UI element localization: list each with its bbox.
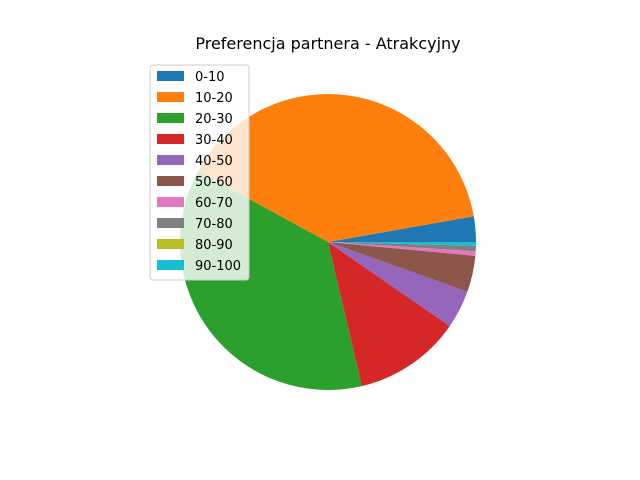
legend-swatch-10-20 [157,92,184,102]
pie-slice-50-60 [328,242,476,292]
pie-slice-30-40 [328,242,450,387]
chart-legend: 0-10 10-20 20-30 30-40 40-50 50-60 60-70 70-80 8… [149,64,250,281]
legend-label-10-20: 10-20 [195,91,233,106]
pie-slice-0-10 [328,216,476,242]
chart-title: Preferencja partnera - Atrakcyjny [195,34,460,53]
legend-swatch-90-100 [157,260,184,270]
legend-swatch-40-50 [157,155,184,165]
legend-swatch-30-40 [157,134,184,144]
legend-label-50-60: 50-60 [195,175,233,190]
legend-label-70-80: 70-80 [195,217,233,232]
legend-label-80-90: 80-90 [195,238,233,253]
pie-slice-90-100 [328,242,476,246]
pie-slice-60-70 [328,242,476,256]
legend-swatch-20-30 [157,113,184,123]
legend-label-40-50: 40-50 [195,154,233,169]
legend-swatch-80-90 [157,239,184,249]
legend-label-60-70: 60-70 [195,196,233,211]
legend-swatch-0-10 [157,71,184,81]
legend-label-30-40: 30-40 [195,133,233,148]
pie-slice-40-50 [328,242,468,327]
legend-label-90-100: 90-100 [195,259,241,274]
legend-label-0-10: 0-10 [195,70,225,85]
legend-swatch-70-80 [157,218,184,228]
pie-slice-70-80 [328,242,476,252]
legend-swatch-50-60 [157,176,184,186]
legend-label-20-30: 20-30 [195,112,233,127]
legend-swatch-60-70 [157,197,184,207]
pie-slice-10-20 [198,93,474,243]
